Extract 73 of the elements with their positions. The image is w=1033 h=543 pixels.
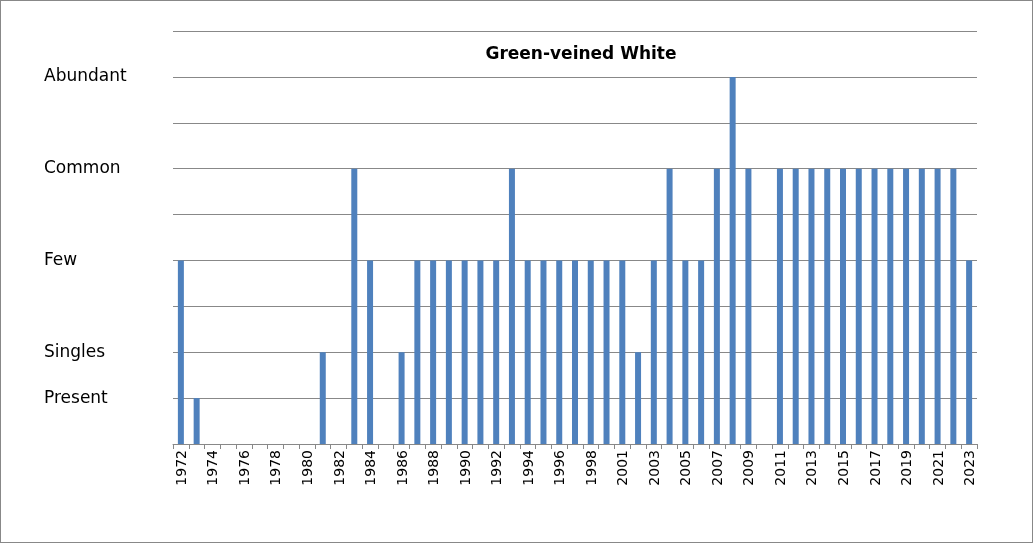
bar — [319, 352, 326, 444]
bar — [824, 168, 831, 444]
bar — [477, 260, 484, 444]
x-tick-label: 2005 — [677, 450, 694, 486]
x-tick-label: 2007 — [708, 450, 725, 486]
bar — [887, 168, 894, 444]
x-tick-label: 1994 — [519, 449, 536, 486]
bar — [572, 260, 578, 444]
text: Singles — [44, 340, 106, 361]
bar — [840, 168, 846, 444]
x-tick-label: 2013 — [803, 450, 820, 486]
text: Present — [44, 386, 109, 407]
bar — [461, 260, 468, 444]
bar — [808, 168, 815, 444]
x-tick-label: 1992 — [488, 450, 505, 486]
x-tick-label: 2019 — [898, 450, 915, 486]
bar — [729, 76, 736, 444]
bar — [871, 168, 878, 444]
bar — [193, 398, 200, 444]
bar — [966, 260, 973, 444]
bar — [713, 168, 720, 444]
bar — [414, 260, 421, 444]
text: Common — [44, 157, 121, 178]
bar — [918, 168, 925, 444]
x-tick-label: 1990 — [456, 450, 473, 486]
chart-title: Green-veined White — [485, 42, 677, 63]
text: Few — [44, 248, 78, 269]
x-tick-label: 2009 — [740, 450, 757, 486]
bar — [367, 260, 374, 444]
x-tick-label: 1982 — [330, 450, 347, 486]
bar — [587, 260, 594, 444]
text: Abundant — [44, 65, 127, 86]
bar — [603, 260, 610, 444]
x-tick-label: 2021 — [929, 450, 946, 486]
bar — [540, 260, 547, 444]
x-tick-label: 2017 — [866, 450, 883, 486]
bar — [493, 260, 500, 444]
x-tick-label: 1972 — [172, 450, 189, 486]
bar — [903, 168, 910, 444]
x-tick-label: 2023 — [961, 450, 978, 486]
bar — [792, 168, 799, 444]
x-tick-label: 1998 — [582, 450, 599, 486]
bar — [745, 168, 752, 444]
bar — [635, 352, 642, 444]
x-tick-label: 2015 — [835, 450, 851, 486]
bar — [524, 260, 531, 444]
bar — [934, 168, 941, 444]
x-tick-label: 1986 — [393, 449, 410, 486]
bar — [398, 352, 405, 444]
bar — [950, 168, 957, 444]
bar — [682, 260, 689, 444]
bar — [556, 260, 563, 444]
x-tick-label: 1974 — [204, 449, 221, 486]
x-tick-label: 2001 — [614, 450, 631, 486]
bar — [650, 260, 657, 444]
bar — [666, 168, 673, 444]
x-tick-label: 1988 — [425, 450, 442, 486]
x-tick-label: 1976 — [235, 449, 252, 486]
bar — [619, 260, 626, 444]
bar — [508, 168, 515, 444]
x-tick-label: 1984 — [362, 449, 379, 486]
x-tick-label: 1996 — [551, 449, 568, 486]
bar — [177, 260, 184, 444]
x-tick-label: 1978 — [267, 450, 284, 486]
bar — [855, 168, 862, 444]
bar — [351, 168, 358, 444]
bar — [430, 260, 437, 444]
bar — [698, 260, 705, 444]
bar — [776, 168, 783, 444]
x-tick-label: 2011 — [771, 450, 788, 486]
x-tick-label: 1980 — [299, 450, 315, 486]
bar — [445, 260, 452, 444]
x-tick-label: 2003 — [645, 450, 662, 486]
